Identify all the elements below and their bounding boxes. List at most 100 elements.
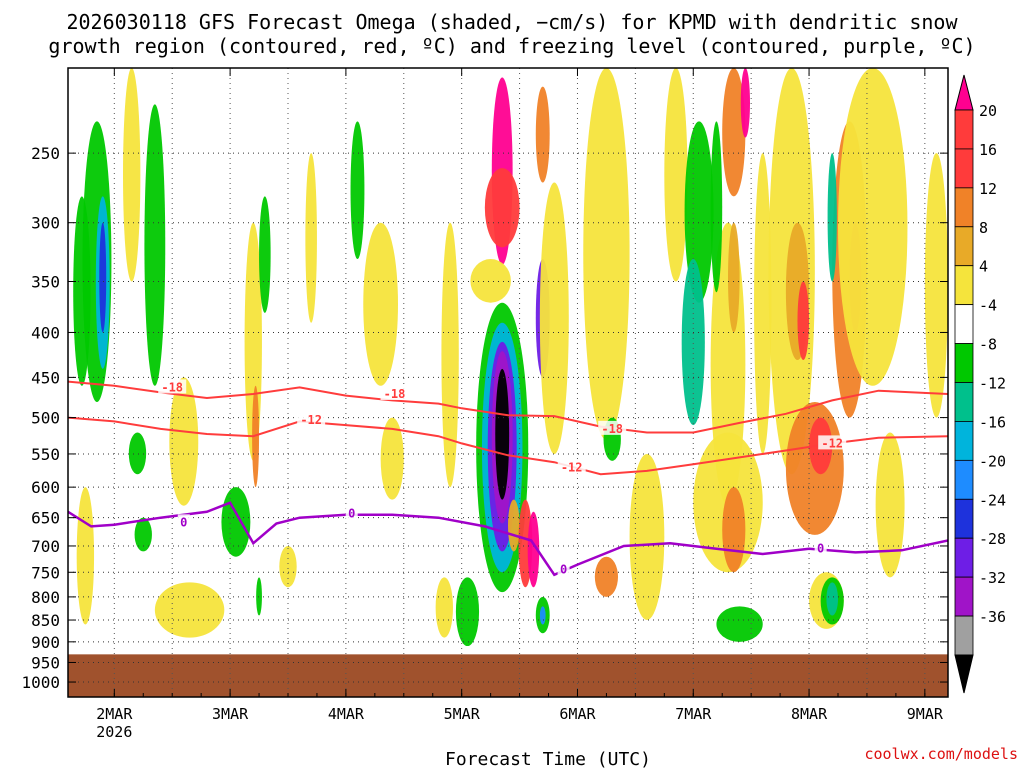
omega-patch-54 — [122, 68, 141, 282]
colorbar-label--8: -8 — [979, 336, 997, 354]
x-tick-label-8MAR: 8MAR — [791, 705, 828, 723]
y-tick-label-950: 950 — [31, 653, 60, 672]
colorbar-segment-12 — [954, 187, 974, 228]
omega-patch-1 — [535, 86, 550, 183]
contour-label-bg-8 — [557, 561, 570, 576]
colorbar-segment--8 — [954, 343, 974, 383]
chart-title-line-1: 2026030118 GFS Forecast Omega (shaded, −… — [66, 10, 958, 34]
omega-patch-34 — [797, 281, 810, 361]
colorbar-segment--12 — [954, 382, 974, 422]
omega-patch-51 — [99, 222, 107, 333]
omega-patch-64 — [305, 153, 317, 323]
omega-patch-52 — [73, 196, 91, 386]
colorbar-segment--4 — [954, 304, 974, 344]
colorbar-label-12: 12 — [979, 180, 997, 198]
x-tick-label-5MAR: 5MAR — [444, 705, 481, 723]
chart-title-line-2: growth region (contoured, red, ºC) and f… — [48, 34, 976, 58]
omega-patch-18 — [539, 606, 546, 625]
x-tick-label-6MAR: 6MAR — [559, 705, 596, 723]
omega-patch-53 — [76, 487, 95, 625]
omega-patch-13 — [539, 182, 569, 454]
omega-patch-56 — [169, 377, 199, 506]
omega-patch-16 — [455, 577, 480, 647]
omega-patch-23 — [664, 68, 688, 282]
colorbar-label--4: -4 — [979, 297, 997, 315]
omega-patch-3 — [470, 259, 511, 303]
contour-label-8: 0 — [560, 563, 567, 577]
omega-patch-31 — [754, 153, 772, 454]
y-tick-label-400: 400 — [31, 323, 60, 342]
x-tick-label-7MAR: 7MAR — [675, 705, 712, 723]
omega-patch-11 — [527, 511, 540, 588]
y-tick-label-300: 300 — [31, 214, 60, 233]
contour-label-bg-1 — [380, 385, 409, 400]
contour-label-3: -12 — [300, 413, 322, 427]
contour-label-bg-7 — [345, 505, 358, 520]
contour-label-4: -12 — [561, 461, 583, 475]
colorbar-segment-16 — [954, 148, 974, 189]
omega-patch-61 — [256, 577, 262, 616]
colorbar-segment--24 — [954, 498, 974, 539]
colorbar-segment-8 — [954, 226, 974, 267]
colorbar-segment--36 — [954, 615, 974, 656]
omega-patch-68 — [128, 432, 147, 475]
surface-terrain — [68, 654, 948, 697]
dgz-contour-18 — [68, 380, 948, 434]
y-tick-label-600: 600 — [31, 478, 60, 497]
omega-patch-55 — [144, 104, 166, 386]
contour-label-2: -18 — [601, 422, 623, 436]
x-axis-label: Forecast Time (UTC) — [445, 749, 651, 768]
omega-patch-15 — [435, 577, 453, 638]
omega-patch-69 — [134, 517, 152, 552]
credit-text: coolwx.com/models — [864, 745, 1018, 763]
omega-patch-14 — [441, 222, 459, 488]
colorbar-label-20: 20 — [979, 102, 997, 120]
omega-patch-67 — [380, 417, 404, 500]
contour-label-0: -18 — [161, 380, 183, 394]
x-tick-sublabel-2MAR: 2026 — [96, 723, 132, 741]
contour-label-bg-3 — [297, 411, 326, 426]
contour-label-bg-2 — [598, 420, 627, 435]
omega-patch-30 — [710, 121, 723, 293]
contour-label-7: 0 — [348, 507, 355, 521]
colorbar-segment-4 — [954, 265, 974, 306]
omega-patch-66 — [363, 222, 399, 386]
colorbar-label-4: 4 — [979, 258, 988, 276]
freezing-level-contour — [68, 501, 948, 577]
colorbar-label--16: -16 — [979, 413, 1006, 431]
contour-label-bg-6 — [177, 514, 190, 529]
omega-patch-29 — [728, 222, 740, 333]
omega-patch-27 — [722, 68, 746, 197]
y-tick-label-650: 650 — [31, 509, 60, 528]
x-tick-label-9MAR: 9MAR — [907, 705, 944, 723]
colorbar-label--28: -28 — [979, 530, 1006, 548]
y-tick-label-500: 500 — [31, 409, 60, 428]
colorbar-bottom-arrow — [954, 654, 974, 694]
contour-label-bg-9 — [814, 540, 827, 555]
omega-patch-38 — [827, 153, 837, 282]
y-tick-label-850: 850 — [31, 611, 60, 630]
omega-patch-47 — [716, 606, 763, 642]
y-tick-label-700: 700 — [31, 537, 60, 556]
contour-label-bg-5 — [818, 435, 847, 450]
omega-patch-2 — [484, 168, 520, 248]
colorbar-top-arrow — [954, 74, 974, 111]
omega-patch-39 — [924, 153, 948, 418]
x-tick-label-3MAR: 3MAR — [212, 705, 249, 723]
colorbar-label-16: 16 — [979, 141, 997, 159]
omega-patch-60 — [221, 487, 251, 557]
omega-patch-43 — [722, 487, 746, 573]
colorbar-segment--20 — [954, 459, 974, 500]
contour-label-9: 0 — [817, 542, 824, 556]
contour-label-bg-4 — [557, 459, 586, 474]
omega-patch-24 — [684, 121, 714, 303]
dgz-contour-12 — [68, 416, 948, 476]
colorbar-segment--16 — [954, 421, 974, 461]
omega-patch-62 — [154, 582, 225, 638]
omega-patch-9 — [508, 499, 520, 552]
omega-patch-63 — [279, 545, 297, 588]
contour-label-6: 0 — [180, 515, 187, 529]
colorbar-label--32: -32 — [979, 569, 1006, 587]
omega-patch-19 — [594, 556, 619, 597]
